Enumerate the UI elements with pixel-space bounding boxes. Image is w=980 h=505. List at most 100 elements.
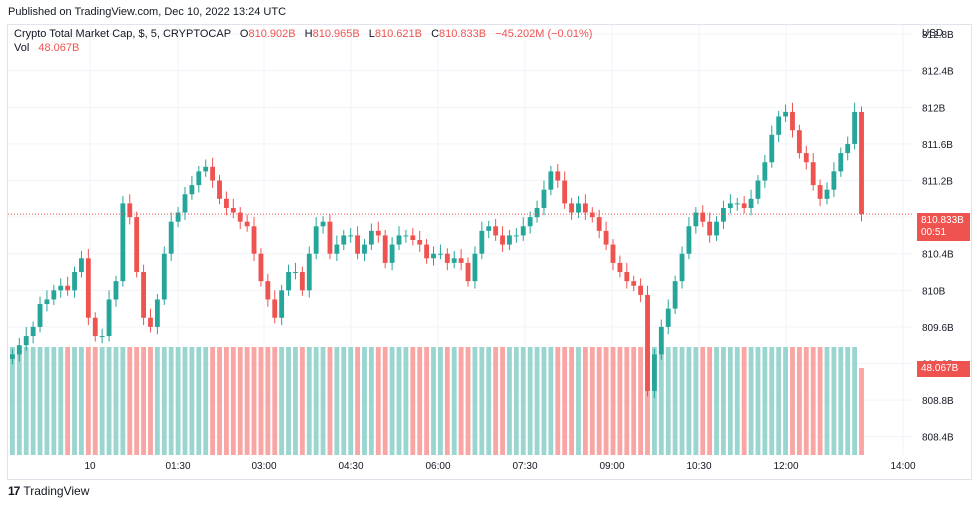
x-tick-label: 04:30	[338, 461, 363, 472]
candle-body	[99, 336, 105, 338]
volume-bar	[458, 347, 464, 455]
candle-body	[237, 212, 243, 222]
volume-bar	[431, 347, 436, 455]
candle-body	[417, 240, 423, 245]
high-key: H	[304, 28, 313, 40]
candle-body	[299, 272, 305, 291]
y-tick-label: 811.2B	[922, 177, 953, 188]
symbol-title[interactable]: Crypto Total Market Cap, $, 5, CRYPTOCAP	[14, 28, 231, 40]
candle-body	[707, 221, 713, 236]
candle-body	[403, 235, 409, 237]
volume-bar	[727, 347, 733, 455]
volume-bar	[569, 347, 574, 455]
candle-body	[279, 290, 285, 318]
y-tick-label: 810.4B	[922, 250, 954, 261]
volume-bar	[714, 347, 719, 455]
volume-bar	[755, 347, 761, 455]
y-tick-label: 810B	[922, 286, 946, 297]
volume-bar	[327, 347, 333, 455]
x-tick-label: 12:00	[773, 461, 798, 472]
volume-bar	[845, 347, 851, 455]
candle-body	[230, 207, 236, 213]
volume-bar	[134, 347, 140, 455]
volume-bar	[527, 347, 533, 455]
volume-bar	[189, 347, 195, 455]
candle-body	[106, 299, 112, 337]
volume-bar	[237, 347, 243, 455]
volume-bar	[665, 347, 671, 455]
candle-body	[686, 226, 692, 254]
volume-bar	[562, 347, 568, 455]
candle-body	[555, 171, 561, 181]
candle-body	[438, 253, 443, 255]
candle-body	[624, 272, 630, 282]
volume-bar	[58, 347, 64, 455]
candle-body	[741, 203, 747, 208]
candle-body	[472, 253, 478, 282]
volume-bar	[548, 347, 554, 455]
volume-bar	[451, 347, 457, 455]
volume-bar	[389, 347, 395, 455]
candle-body	[513, 235, 519, 237]
legend-line: Crypto Total Market Cap, $, 5, CRYPTOCAP…	[14, 28, 592, 40]
volume-bar	[161, 347, 167, 455]
volume-bar	[72, 347, 77, 455]
volume-bar	[672, 347, 678, 455]
candle-body	[79, 258, 84, 273]
candle-body	[313, 226, 319, 254]
volume-bar	[824, 347, 830, 455]
candle-body	[134, 217, 140, 273]
candle-body	[493, 226, 499, 236]
volume-bar	[30, 347, 36, 455]
volume-value: 48.067B	[38, 42, 80, 54]
candle-body	[638, 285, 644, 295]
candle-body	[389, 244, 395, 263]
candle-body	[224, 198, 229, 208]
y-tick-label: 812.4B	[922, 67, 954, 78]
candle-body	[368, 230, 374, 245]
volume-bar	[286, 347, 291, 455]
volume-bar	[424, 347, 430, 455]
candle-body	[10, 354, 15, 359]
volume-bar	[810, 347, 816, 455]
candle-body	[548, 171, 554, 190]
volume-bar	[299, 347, 305, 455]
candle-body	[334, 244, 340, 254]
candle-body	[617, 262, 623, 273]
volume-bar	[741, 347, 747, 455]
volume-bar	[210, 347, 216, 455]
candle-body	[444, 253, 450, 263]
candle-body	[810, 162, 816, 186]
candle-body	[265, 281, 271, 300]
y-tick-label: 808.8B	[922, 396, 954, 407]
volume-bar	[838, 347, 844, 455]
volume-legend: Vol 48.067B	[14, 42, 79, 54]
tradingview-logo-icon: 17	[8, 484, 20, 498]
volume-bar	[438, 347, 443, 455]
volume-bar	[479, 347, 485, 455]
candle-body	[286, 272, 291, 291]
volume-bar	[589, 347, 595, 455]
last-price-tag: 810.833B 00:51	[917, 213, 970, 241]
volume-bar	[721, 347, 726, 455]
volume-bar	[652, 347, 657, 455]
candle-body	[16, 345, 22, 355]
published-header: Published on TradingView.com, Dec 10, 20…	[8, 6, 287, 18]
volume-label[interactable]: Vol	[14, 42, 30, 54]
change-value: −45.202M (−0.01%)	[495, 28, 593, 40]
volume-bar	[203, 347, 209, 455]
volume-bar	[417, 347, 423, 455]
currency-label[interactable]: USD	[922, 28, 944, 39]
volume-bar	[265, 347, 271, 455]
volume-bar	[410, 347, 416, 455]
volume-bar	[513, 347, 519, 455]
volume-bar	[320, 347, 326, 455]
x-tick-label: 07:30	[512, 461, 537, 472]
volume-bar	[603, 347, 609, 455]
footer-brand[interactable]: 17 TradingView	[8, 484, 89, 498]
chart-frame[interactable]	[7, 24, 972, 480]
low-key: L	[368, 28, 375, 40]
volume-bar	[534, 347, 540, 455]
candle-body	[293, 272, 298, 274]
